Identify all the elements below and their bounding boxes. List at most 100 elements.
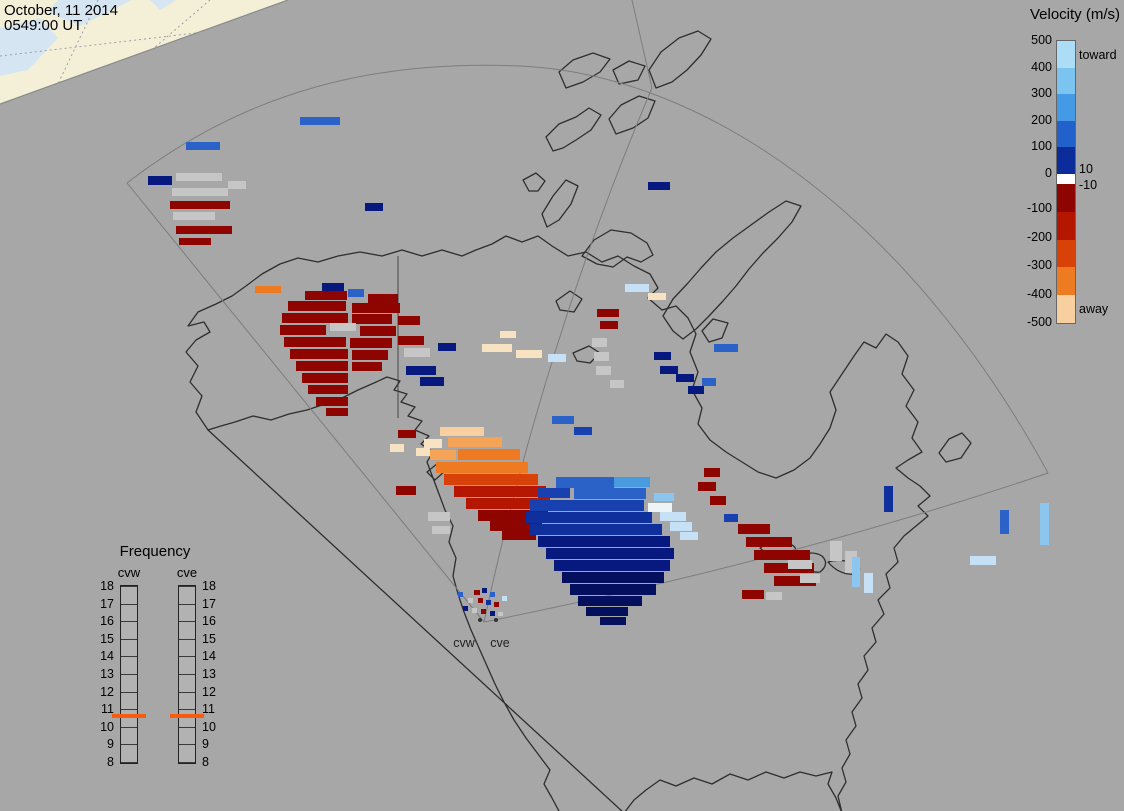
frequency-marker [112, 714, 146, 718]
echo-cell [714, 344, 738, 352]
echo-cell [516, 350, 542, 358]
echo-cell [482, 344, 512, 352]
echo-cell [406, 366, 436, 375]
echo-cell [352, 362, 382, 371]
echo-cell [365, 203, 383, 211]
echo-cell [648, 293, 666, 300]
echo-cell [322, 283, 344, 291]
echo-cell [490, 592, 495, 597]
echo-cell [704, 468, 720, 477]
frequency-tick-label: 18 [202, 579, 216, 593]
echo-cell [474, 590, 480, 595]
frequency-tick-line [121, 692, 137, 693]
echo-cell [530, 524, 662, 535]
echo-cell [490, 611, 495, 616]
velocity-tick-label: -400 [1026, 287, 1052, 301]
fov-outer-arc [126, 64, 1049, 474]
echo-cell [660, 366, 678, 374]
toward-label: toward [1079, 48, 1117, 62]
echo-cell [436, 462, 528, 473]
colorbar-segment [1057, 120, 1075, 148]
echo-cell [710, 496, 726, 505]
echo-cell [614, 477, 650, 487]
echo-cell [302, 373, 348, 383]
echo-cell [538, 536, 670, 547]
frequency-tick-line [121, 604, 137, 605]
lake-great-bear [555, 290, 583, 313]
echo-cell [350, 338, 392, 348]
velocity-tick-label: 400 [1031, 60, 1052, 74]
frequency-tick-line [179, 604, 195, 605]
island-victoria [581, 229, 654, 268]
radar-site-dot-cvw [478, 618, 482, 622]
velocity-tick-labels: 500 400 300 200 100 0 -100 -200 -300 -400 -500 [1000, 0, 1052, 340]
frequency-tick-label: 11 [202, 702, 215, 716]
echo-cell [574, 488, 646, 499]
frequency-tick-line [121, 744, 137, 745]
echo-cell [290, 349, 348, 359]
echo-cell [597, 309, 619, 317]
velocity-tick-label: -500 [1026, 315, 1052, 329]
colorbar-segment [1057, 173, 1075, 184]
echo-cell [148, 176, 172, 185]
echo-cell [398, 430, 416, 438]
frequency-tick-line [121, 727, 137, 728]
echo-cell [173, 212, 215, 220]
echo-cell [970, 556, 996, 565]
island-southampton [701, 318, 729, 343]
echo-cell [468, 598, 473, 603]
echo-cell [494, 602, 499, 607]
velocity-tick-label: 100 [1031, 139, 1052, 153]
frequency-tick-line [179, 639, 195, 640]
frequency-tick-label: 17 [100, 597, 114, 611]
echo-cell [546, 548, 674, 559]
echo-cell [596, 366, 611, 375]
echo-cell [746, 537, 792, 547]
echo-cell [884, 486, 893, 512]
echo-cell [800, 574, 820, 583]
frequency-tick-label: 16 [100, 614, 114, 628]
echo-cell [308, 385, 348, 394]
echo-cell [420, 377, 444, 386]
echo-cell [648, 503, 672, 512]
fov-left-edge [126, 182, 485, 623]
echo-cell [282, 313, 348, 323]
plus10-label: 10 [1079, 162, 1093, 176]
colorbar-segment [1057, 183, 1075, 212]
frequency-tick-label: 9 [107, 737, 114, 751]
velocity-tick-label: -100 [1026, 201, 1052, 215]
frequency-tick-label: 13 [100, 667, 114, 681]
echo-cell [554, 560, 670, 571]
echo-cell [179, 238, 211, 245]
frequency-tick-label: 8 [202, 755, 209, 769]
echo-cell [530, 500, 644, 511]
echo-cell [228, 181, 246, 189]
echo-cell [774, 576, 816, 586]
echo-cell [1000, 510, 1009, 534]
velocity-colorbar [1056, 40, 1076, 324]
echo-cell [172, 188, 228, 196]
echo-cell [396, 486, 416, 495]
echo-cell [670, 522, 692, 531]
frequency-tick-label: 13 [202, 667, 216, 681]
echo-cell [738, 524, 770, 534]
echo-cell [754, 550, 810, 560]
frequency-column-cvw: cvw [117, 565, 141, 580]
radar-label-cve: cve [490, 636, 510, 650]
echo-cell [702, 378, 716, 386]
frequency-tick-line [121, 762, 137, 763]
colorbar-segment [1057, 267, 1075, 296]
echo-cell [556, 477, 614, 488]
island-newfoundland [938, 432, 972, 463]
frequency-tick-line [179, 674, 195, 675]
echo-cell [552, 416, 574, 424]
echo-cell [538, 488, 570, 498]
echo-cell [458, 449, 520, 460]
frequency-legend-title: Frequency [119, 543, 191, 560]
echo-cell [586, 607, 628, 616]
echo-cell [478, 510, 548, 521]
velocity-tick-label: 500 [1031, 33, 1052, 47]
island-banks [541, 179, 579, 228]
